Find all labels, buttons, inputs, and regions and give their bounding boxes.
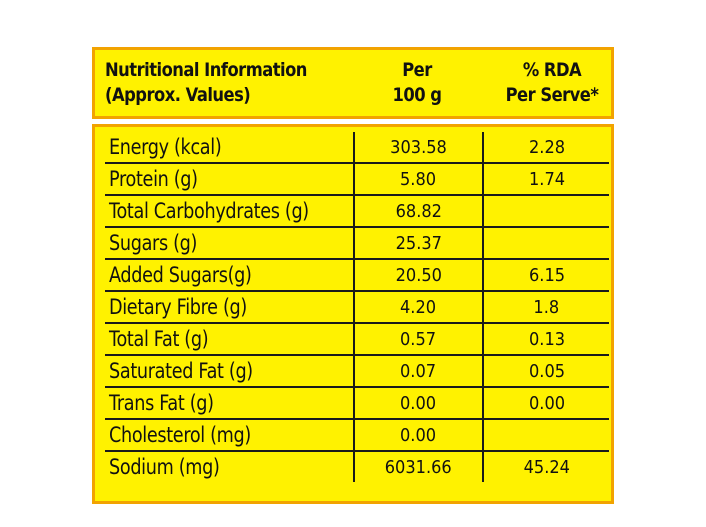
per-100g-value-cell: 0.57 <box>352 322 485 356</box>
header-approx-values: (Approx. Values) <box>105 84 251 106</box>
rda-value-cell <box>482 418 609 452</box>
rda-value-cell <box>482 226 609 260</box>
rda-value-cell <box>482 194 609 228</box>
rda-value: 0.13 <box>528 328 565 350</box>
nutrient-label: Added Sugars(g) <box>109 263 252 287</box>
rda-value-cell: 0.05 <box>482 354 609 388</box>
table-row: Sugars (g) 25.37 <box>105 226 609 260</box>
per-100g-value: 68.82 <box>395 200 442 222</box>
per-100g-value-cell: 0.00 <box>352 418 485 452</box>
nutrient-label: Total Carbohydrates (g) <box>109 199 309 223</box>
rda-value: 45.24 <box>523 456 570 478</box>
rda-value: 0.00 <box>528 392 565 414</box>
rda-value: 1.74 <box>528 168 565 190</box>
nutrient-label: Energy (kcal) <box>109 135 222 159</box>
per-100g-value: 0.00 <box>400 424 437 446</box>
nutrient-label-cell: Sodium (mg) <box>105 450 355 482</box>
header-per-serve-label: Per Serve* <box>505 84 599 106</box>
nutrient-label-cell: Energy (kcal) <box>105 132 355 164</box>
per-100g-value-cell: 4.20 <box>352 290 485 324</box>
rda-value-cell: 6.15 <box>482 258 609 292</box>
header-100g-label: 100 g <box>392 84 442 106</box>
nutrient-label-cell: Protein (g) <box>105 162 355 196</box>
nutrient-label: Sugars (g) <box>109 231 198 255</box>
nutrient-label-cell: Added Sugars(g) <box>105 258 355 292</box>
nutrient-label: Sodium (mg) <box>109 455 220 479</box>
table-row: Saturated Fat (g) 0.07 0.05 <box>105 354 609 388</box>
nutrient-label: Dietary Fibre (g) <box>109 295 247 319</box>
nutrient-label-cell: Saturated Fat (g) <box>105 354 355 388</box>
header-per-100g: Per 100 g <box>365 58 468 108</box>
rda-value-cell: 2.28 <box>482 132 609 164</box>
nutrient-label: Protein (g) <box>109 167 198 191</box>
nutrition-table-panel: Energy (kcal) 303.58 2.28 Protein (g) 5.80 1.… <box>92 124 614 504</box>
nutrient-label-cell: Total Fat (g) <box>105 322 355 356</box>
rda-value: 0.05 <box>528 360 565 382</box>
header-nutrition-title: Nutritional Information <box>105 59 307 81</box>
nutrition-table: Energy (kcal) 303.58 2.28 Protein (g) 5.80 1.… <box>105 132 609 482</box>
rda-value-cell: 0.00 <box>482 386 609 420</box>
per-100g-value-cell: 5.80 <box>352 162 485 196</box>
per-100g-value: 25.37 <box>395 232 442 254</box>
table-row: Energy (kcal) 303.58 2.28 <box>105 132 609 164</box>
table-row: Dietary Fibre (g) 4.20 1.8 <box>105 290 609 324</box>
table-row: Trans Fat (g) 0.00 0.00 <box>105 386 609 420</box>
per-100g-value: 4.20 <box>400 296 437 318</box>
nutrient-label-cell: Sugars (g) <box>105 226 355 260</box>
nutrient-label: Total Fat (g) <box>109 327 209 351</box>
nutrient-label-cell: Dietary Fibre (g) <box>105 290 355 324</box>
per-100g-value-cell: 303.58 <box>352 132 485 164</box>
per-100g-value: 303.58 <box>390 136 447 158</box>
table-row: Protein (g) 5.80 1.74 <box>105 162 609 196</box>
table-row: Sodium (mg) 6031.66 45.24 <box>105 450 609 482</box>
nutrient-label: Saturated Fat (g) <box>109 359 253 383</box>
rda-value: 2.28 <box>528 136 565 158</box>
header-rda-per-serve: % RDA Per Serve* <box>496 58 608 108</box>
per-100g-value-cell: 0.00 <box>352 386 485 420</box>
header-rda-label: % RDA <box>522 59 582 81</box>
table-row: Total Fat (g) 0.57 0.13 <box>105 322 609 356</box>
per-100g-value-cell: 68.82 <box>352 194 485 228</box>
per-100g-value: 5.80 <box>400 168 437 190</box>
per-100g-value: 6031.66 <box>385 456 452 478</box>
per-100g-value-cell: 25.37 <box>352 226 485 260</box>
table-row: Added Sugars(g) 20.50 6.15 <box>105 258 609 292</box>
header-per-label: Per <box>402 59 432 81</box>
per-100g-value: 0.07 <box>400 360 437 382</box>
nutrient-label: Cholesterol (mg) <box>109 423 251 447</box>
per-100g-value-cell: 0.07 <box>352 354 485 388</box>
nutrition-header-panel: Nutritional Information (Approx. Values)… <box>92 47 614 119</box>
per-100g-value: 0.57 <box>400 328 437 350</box>
rda-value: 1.8 <box>533 296 560 318</box>
nutrient-label: Trans Fat (g) <box>109 391 214 415</box>
rda-value-cell: 0.13 <box>482 322 609 356</box>
per-100g-value-cell: 6031.66 <box>352 450 485 482</box>
header-nutritional-information: Nutritional Information (Approx. Values) <box>105 58 363 108</box>
per-100g-value: 0.00 <box>400 392 437 414</box>
nutrient-label-cell: Total Carbohydrates (g) <box>105 194 355 228</box>
rda-value: 6.15 <box>528 264 565 286</box>
per-100g-value: 20.50 <box>395 264 442 286</box>
table-row: Total Carbohydrates (g) 68.82 <box>105 194 609 228</box>
nutrient-label-cell: Cholesterol (mg) <box>105 418 355 452</box>
table-row: Cholesterol (mg) 0.00 <box>105 418 609 452</box>
rda-value-cell: 1.8 <box>482 290 609 324</box>
rda-value-cell: 45.24 <box>482 450 609 482</box>
nutrient-label-cell: Trans Fat (g) <box>105 386 355 420</box>
per-100g-value-cell: 20.50 <box>352 258 485 292</box>
rda-value-cell: 1.74 <box>482 162 609 196</box>
